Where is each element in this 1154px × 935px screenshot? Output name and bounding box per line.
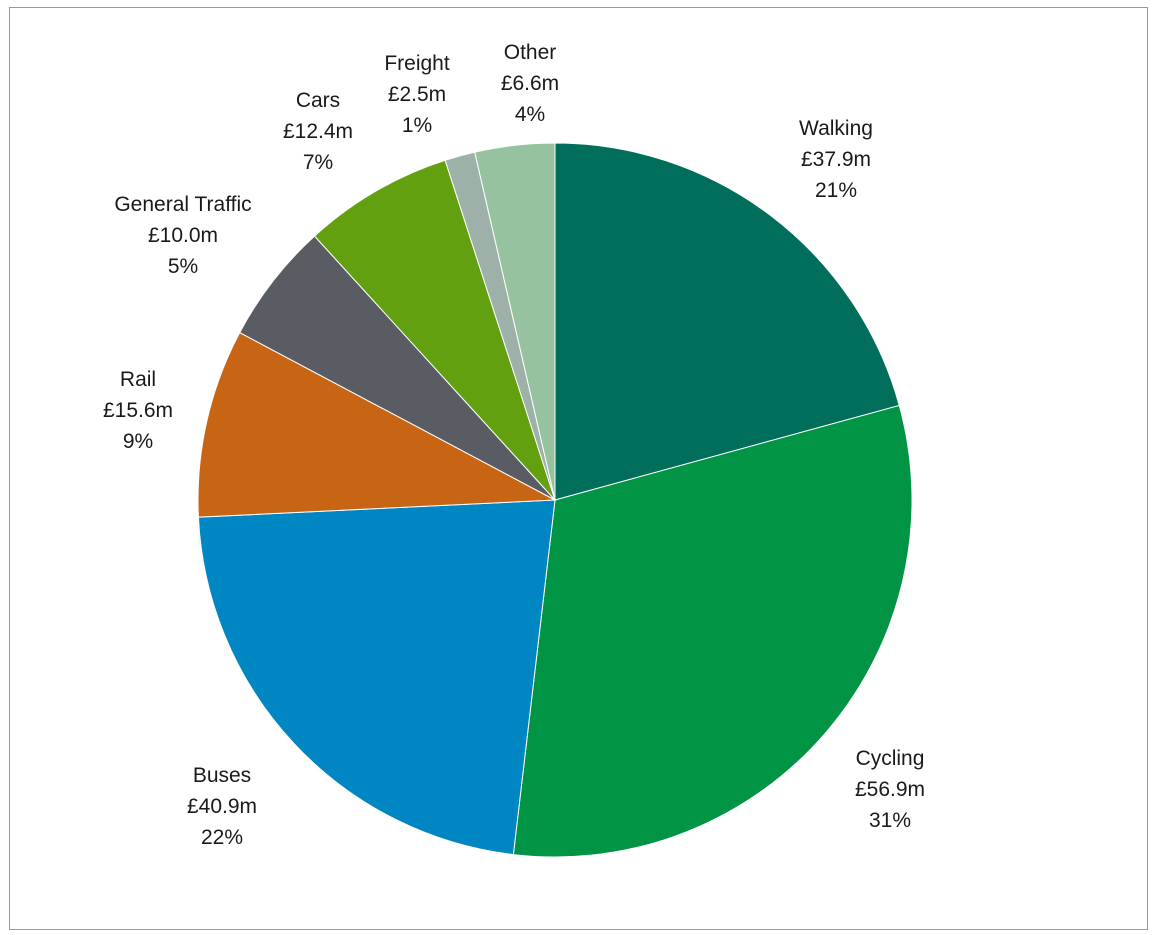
label-name: Freight: [384, 52, 450, 75]
pie-slices: [197, 142, 913, 858]
label-percent: 1%: [402, 114, 432, 137]
data-label-cycling: Cycling £56.9m 31%: [855, 747, 925, 832]
label-amount: £12.4m: [283, 120, 353, 143]
label-percent: 4%: [515, 103, 545, 126]
data-label-buses: Buses £40.9m 22%: [187, 764, 257, 849]
label-amount: £6.6m: [501, 72, 559, 95]
label-amount: £37.9m: [801, 148, 871, 171]
label-name: General Traffic: [114, 193, 251, 216]
data-label-other: Other £6.6m 4%: [501, 41, 559, 126]
label-amount: £56.9m: [855, 778, 925, 801]
label-name: Cycling: [856, 747, 925, 770]
label-name: Other: [504, 41, 557, 64]
label-percent: 5%: [168, 255, 198, 278]
label-name: Buses: [193, 764, 251, 787]
slice-cars: [313, 159, 556, 501]
label-name: Cars: [296, 89, 340, 112]
label-percent: 31%: [869, 809, 911, 832]
slice-rail: [197, 331, 557, 518]
slice-walking: [554, 142, 900, 501]
data-label-walking: Walking £37.9m 21%: [799, 117, 873, 202]
label-amount: £15.6m: [103, 399, 173, 422]
data-label-freight: Freight £2.5m 1%: [384, 52, 450, 137]
label-amount: £10.0m: [148, 224, 218, 247]
data-label-cars: Cars £12.4m 7%: [283, 89, 353, 174]
data-label-rail: Rail £15.6m 9%: [103, 368, 173, 453]
label-amount: £40.9m: [187, 795, 257, 818]
label-name: Walking: [799, 117, 873, 140]
slice-other: [474, 142, 556, 501]
pie-labels: Walking £37.9m 21% Cycling £56.9m 31% Buses £40…: [103, 41, 925, 849]
slice-buses: [197, 499, 556, 856]
data-label-general-traffic: General Traffic £10.0m 5%: [114, 193, 251, 278]
label-percent: 22%: [201, 826, 243, 849]
label-percent: 9%: [123, 430, 153, 453]
label-amount: £2.5m: [388, 83, 446, 106]
label-percent: 7%: [303, 151, 333, 174]
label-name: Rail: [120, 368, 156, 391]
slice-cycling: [512, 404, 913, 858]
label-percent: 21%: [815, 179, 857, 202]
